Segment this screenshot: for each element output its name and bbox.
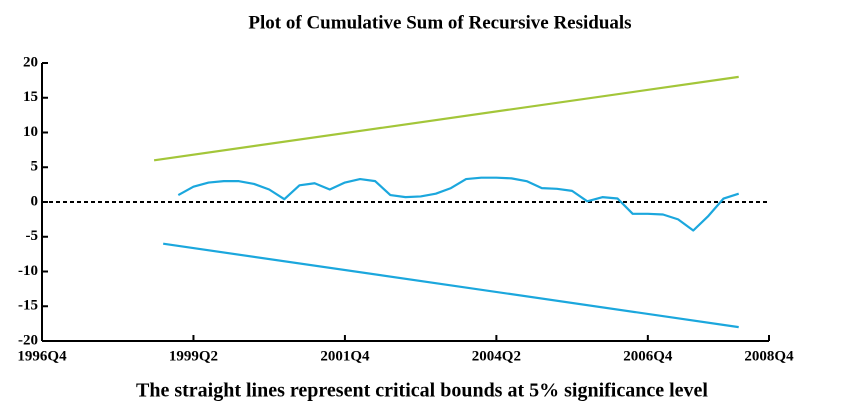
- x-tick-label: 2006Q4: [623, 348, 673, 364]
- series-line: [153, 75, 739, 162]
- x-tick-label: 2004Q2: [472, 348, 521, 364]
- y-tick-label: -15: [18, 298, 38, 314]
- series-line: [163, 242, 739, 329]
- y-tick-label: 0: [31, 193, 39, 209]
- y-tick-label: -10: [18, 263, 38, 279]
- x-tick-label: 1999Q2: [169, 348, 218, 364]
- y-tick-label: 5: [31, 159, 39, 175]
- series-line: [177, 176, 740, 232]
- y-tick-label: -20: [18, 332, 38, 348]
- x-tick-label: 2008Q4: [744, 348, 794, 364]
- x-tick-label: 2001Q4: [320, 348, 370, 364]
- caption: The straight lines represent critical bo…: [136, 380, 708, 402]
- chart-title: Plot of Cumulative Sum of Recursive Resi…: [248, 12, 631, 33]
- y-tick-label: -5: [26, 228, 39, 244]
- y-tick-label: 10: [23, 124, 38, 140]
- x-tick-label: 1996Q4: [17, 348, 67, 364]
- y-tick-label: 20: [23, 54, 38, 70]
- y-tick-label: 15: [23, 89, 38, 105]
